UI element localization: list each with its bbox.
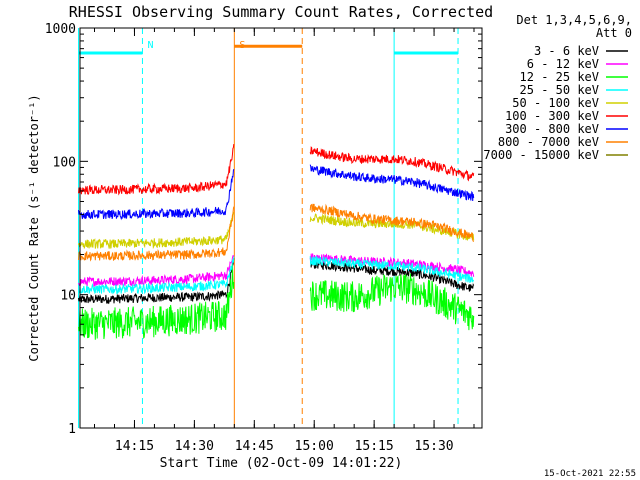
flag-label-n: N (147, 40, 153, 51)
series-2-segment-1 (309, 273, 475, 331)
chart-title: RHESSI Observing Summary Count Rates, Co… (69, 3, 493, 21)
plot-frame (79, 27, 483, 429)
x-tick-label-1: 14:30 (175, 439, 214, 454)
legend-label-7: 800 - 7000 keV (498, 135, 599, 149)
legend-header-line-2: Att 0 (596, 26, 632, 40)
series-4-segment-0 (78, 212, 235, 250)
y-axis-label: Corrected Count Rate (s⁻¹ detector⁻¹) (27, 94, 41, 361)
series-6-segment-0 (78, 168, 235, 221)
legend-label-2: 12 - 25 keV (520, 70, 599, 84)
series-5-segment-1 (309, 146, 475, 182)
y-tick-label-1: 10 (60, 289, 76, 304)
series-3-segment-1 (309, 255, 475, 283)
x-tick-label-3: 15:00 (295, 439, 334, 454)
legend-label-5: 100 - 300 keV (505, 109, 599, 123)
x-tick-label-2: 14:45 (235, 439, 274, 454)
y-tick-label-3: 1000 (45, 22, 76, 37)
x-tick-label-4: 15:15 (355, 439, 394, 454)
data-series (78, 144, 475, 340)
x-axis: 14:15 14:30 14:45 15:00 15:15 15:30 (94, 28, 475, 454)
y-tick-label-0: 1 (68, 422, 76, 437)
y-tick-label-2: 100 (53, 155, 76, 170)
x-tick-label-0: 14:15 (115, 439, 154, 454)
legend-header-line-1: Det 1,3,4,5,6,9, (516, 13, 632, 27)
x-axis-label: Start Time (02-Oct-09 14:01:22) (160, 456, 403, 471)
series-7-segment-0 (78, 206, 235, 262)
series-3-segment-0 (78, 256, 235, 295)
legend-label-6: 300 - 800 keV (505, 122, 599, 136)
legend-label-3: 25 - 50 keV (520, 83, 599, 97)
flag-markers: NS (78, 28, 459, 428)
generation-timestamp: 15-Oct-2021 22:55 (544, 469, 636, 479)
y-axis: 1 10 100 1000 (45, 22, 482, 437)
x-tick-label-5: 15:30 (414, 439, 453, 454)
series-6-segment-1 (309, 164, 475, 202)
legend-label-8: 7000 - 15000 keV (483, 148, 599, 162)
legend-label-1: 6 - 12 keV (527, 57, 599, 71)
legend-label-0: 3 - 6 keV (534, 44, 599, 58)
series-1-segment-0 (78, 255, 235, 287)
series-0-segment-0 (78, 258, 235, 305)
legend-label-4: 50 - 100 keV (512, 96, 599, 110)
series-2-segment-0 (78, 264, 235, 340)
series-1-segment-1 (309, 253, 475, 277)
series-7-segment-1 (309, 203, 475, 243)
series-5-segment-0 (78, 144, 235, 196)
